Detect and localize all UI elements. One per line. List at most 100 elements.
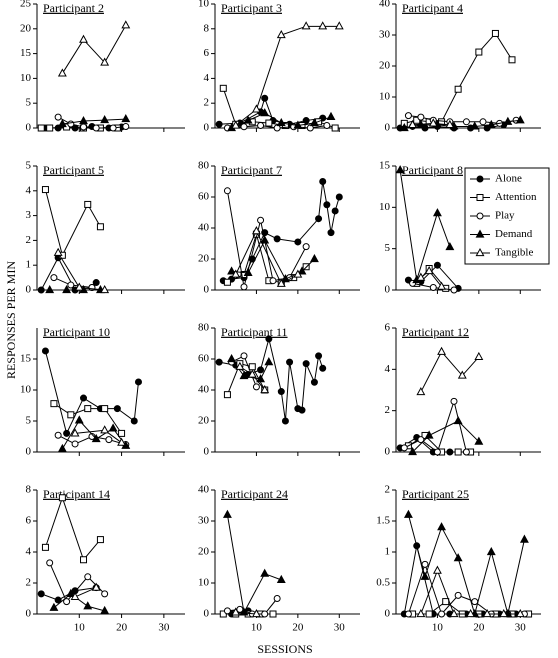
y-tick-label: 0 bbox=[204, 608, 210, 620]
y-tick-label: 0 bbox=[385, 284, 391, 296]
marker bbox=[67, 120, 75, 128]
marker bbox=[134, 378, 142, 386]
marker bbox=[101, 590, 109, 598]
marker bbox=[80, 394, 88, 402]
marker bbox=[46, 559, 54, 567]
marker bbox=[71, 440, 79, 448]
marker bbox=[437, 281, 447, 290]
y-axis-label: RESPONSES PER MIN bbox=[4, 261, 18, 379]
marker bbox=[264, 357, 274, 366]
marker bbox=[319, 364, 327, 372]
marker bbox=[243, 267, 253, 277]
series-line bbox=[44, 350, 139, 435]
marker bbox=[41, 543, 49, 551]
series-line bbox=[235, 229, 299, 285]
marker bbox=[309, 253, 319, 263]
marker bbox=[276, 117, 286, 127]
marker bbox=[276, 278, 286, 287]
x-tick-label: 10 bbox=[74, 622, 86, 634]
marker bbox=[294, 238, 302, 246]
marker bbox=[273, 595, 281, 602]
y-tick-label: 8 bbox=[26, 484, 32, 496]
y-tick-label: 20 bbox=[20, 22, 32, 34]
legend-marker bbox=[475, 247, 485, 257]
marker bbox=[437, 346, 447, 355]
marker bbox=[58, 494, 66, 502]
marker bbox=[91, 582, 101, 591]
marker bbox=[41, 347, 49, 355]
marker bbox=[269, 610, 277, 618]
y-tick-label: 5 bbox=[26, 160, 32, 172]
marker bbox=[74, 282, 84, 291]
marker bbox=[281, 417, 289, 425]
y-tick-label: 20 bbox=[198, 546, 210, 558]
y-tick-label: 40 bbox=[198, 384, 210, 396]
marker bbox=[470, 121, 480, 130]
panel-title: Participant 11 bbox=[221, 325, 288, 339]
marker bbox=[91, 433, 101, 443]
marker bbox=[223, 391, 231, 399]
marker bbox=[121, 20, 131, 29]
series-line bbox=[44, 496, 101, 561]
marker bbox=[417, 113, 425, 121]
marker bbox=[105, 436, 113, 444]
marker bbox=[257, 216, 265, 224]
marker bbox=[265, 335, 273, 343]
panel-title: Participant 8 bbox=[402, 163, 463, 177]
marker bbox=[432, 208, 442, 217]
marker bbox=[223, 187, 231, 195]
y-tick-label: 15 bbox=[20, 47, 32, 59]
y-tick-label: 2 bbox=[385, 404, 391, 416]
series-line bbox=[41, 587, 97, 601]
marker bbox=[454, 448, 462, 456]
y-tick-label: 5 bbox=[26, 97, 32, 109]
marker bbox=[240, 352, 248, 360]
marker bbox=[37, 590, 45, 598]
marker bbox=[260, 235, 270, 244]
x-tick-label: 30 bbox=[334, 622, 346, 634]
marker bbox=[416, 272, 426, 281]
x-tick-label: 30 bbox=[158, 622, 170, 634]
series-line bbox=[420, 569, 521, 615]
marker bbox=[450, 286, 458, 294]
marker bbox=[421, 560, 429, 568]
marker bbox=[442, 598, 450, 606]
panel-title: Participant 4 bbox=[402, 1, 463, 15]
y-tick-label: 40 bbox=[198, 222, 210, 234]
marker bbox=[222, 509, 232, 518]
marker bbox=[240, 283, 248, 291]
panel-title: Participant 10 bbox=[43, 325, 110, 339]
marker bbox=[454, 85, 462, 93]
marker bbox=[286, 358, 294, 366]
y-tick-label: 8 bbox=[204, 22, 210, 34]
x-tick-label: 10 bbox=[251, 622, 263, 634]
marker bbox=[243, 115, 253, 124]
y-tick-label: 1 bbox=[385, 546, 391, 558]
marker bbox=[424, 265, 434, 275]
marker bbox=[323, 201, 331, 209]
marker bbox=[302, 243, 310, 251]
marker bbox=[100, 57, 110, 66]
marker bbox=[298, 406, 306, 414]
series-line bbox=[53, 593, 105, 612]
marker bbox=[79, 116, 88, 125]
marker bbox=[53, 247, 63, 256]
marker bbox=[257, 366, 265, 374]
marker bbox=[240, 123, 248, 131]
marker bbox=[67, 281, 75, 289]
x-axis-label: SESSIONS bbox=[257, 642, 312, 656]
x-tick-label: 30 bbox=[515, 622, 527, 634]
marker bbox=[227, 353, 237, 363]
marker bbox=[400, 444, 408, 452]
series-line bbox=[219, 338, 324, 422]
marker bbox=[449, 608, 459, 618]
marker bbox=[515, 115, 525, 124]
series-line bbox=[235, 25, 340, 126]
y-tick-label: 0.5 bbox=[376, 577, 390, 589]
legend-label: Alone bbox=[495, 173, 522, 185]
y-tick-label: 0 bbox=[204, 122, 210, 134]
y-tick-label: 1 bbox=[26, 259, 32, 271]
marker bbox=[453, 415, 463, 425]
marker bbox=[276, 574, 286, 583]
marker bbox=[503, 116, 513, 125]
